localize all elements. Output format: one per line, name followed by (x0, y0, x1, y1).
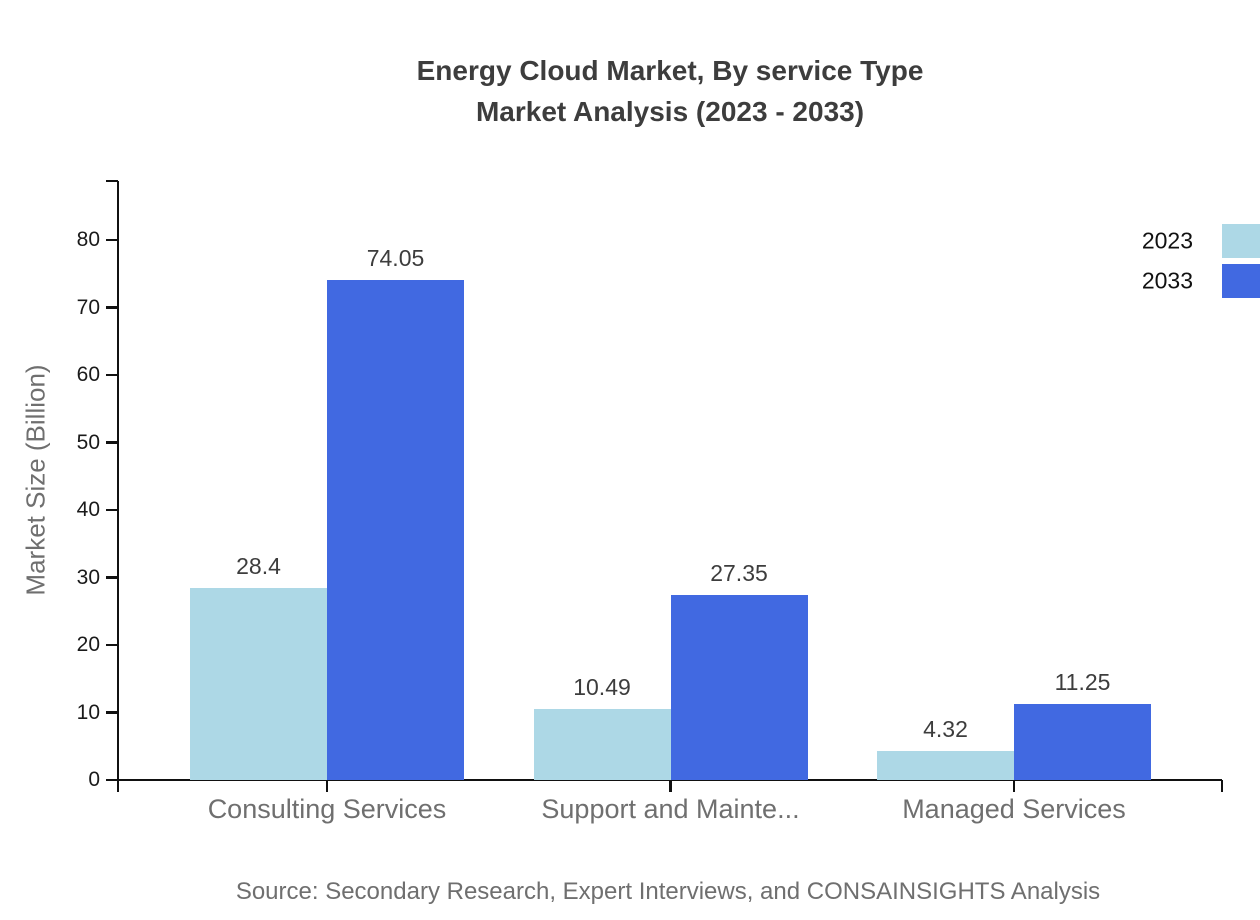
value-label-2033: 27.35 (710, 560, 768, 587)
x-axis-end-tick (1220, 780, 1224, 792)
bar-2033-consulting-services (327, 280, 464, 780)
y-tick (106, 508, 118, 512)
legend-swatch-2033 (1222, 264, 1260, 298)
y-tick (106, 238, 118, 242)
value-label-2023: 28.4 (236, 553, 281, 580)
x-category-label: Support and Mainte... (541, 794, 800, 824)
chart-title-line1: Energy Cloud Market, By service Type (416, 55, 924, 86)
bar-2033-managed-services (1014, 704, 1151, 780)
value-label-2023: 4.32 (923, 715, 968, 742)
y-tick-label: 70 (76, 295, 100, 319)
x-tick (1012, 780, 1016, 792)
y-tick-label: 20 (76, 633, 100, 656)
y-tick (106, 373, 118, 377)
y-tick-label: 60 (76, 363, 100, 386)
y-tick (106, 643, 118, 647)
y-tick (106, 576, 118, 579)
value-label-2023: 10.49 (573, 674, 631, 701)
y-axis-top-cap (106, 179, 118, 183)
y-tick-label: 30 (76, 565, 100, 589)
y-tick (106, 441, 118, 444)
value-label-2033: 74.05 (366, 245, 425, 272)
chart-title: Energy Cloud Market, By service Type Mar… (417, 50, 924, 132)
legend-label-2033: 2033 (1141, 267, 1193, 294)
bar-2023-consulting-services (190, 588, 327, 780)
y-tick-label: 80 (76, 228, 100, 251)
legend-swatch-2023 (1222, 224, 1260, 258)
legend-label-2023: 2023 (1141, 227, 1193, 254)
y-tick-label: 10 (76, 700, 100, 724)
bar-2023-managed-services (877, 750, 1014, 780)
y-tick-label: 0 (88, 768, 100, 791)
bar-2023-support-and-mainte- (533, 709, 671, 780)
chart-title-line2: Market Analysis (2023 - 2033) (475, 96, 865, 127)
value-label-2033: 11.25 (1054, 669, 1111, 696)
source-note: Source: Secondary Research, Expert Inter… (235, 878, 1101, 905)
y-tick-label: 40 (76, 498, 100, 521)
y-tick-label: 50 (76, 430, 100, 454)
x-tick (669, 780, 672, 792)
y-axis-title: Market Size (Billion) (20, 364, 51, 596)
x-axis-line (106, 778, 1222, 782)
bar-2033-support-and-mainte- (670, 595, 808, 780)
x-category-label: Managed Services (902, 794, 1126, 824)
y-tick (106, 711, 118, 714)
y-axis-line (116, 181, 120, 792)
x-category-label: Consulting Services (207, 794, 447, 824)
y-tick (106, 306, 118, 309)
x-tick (325, 780, 329, 792)
